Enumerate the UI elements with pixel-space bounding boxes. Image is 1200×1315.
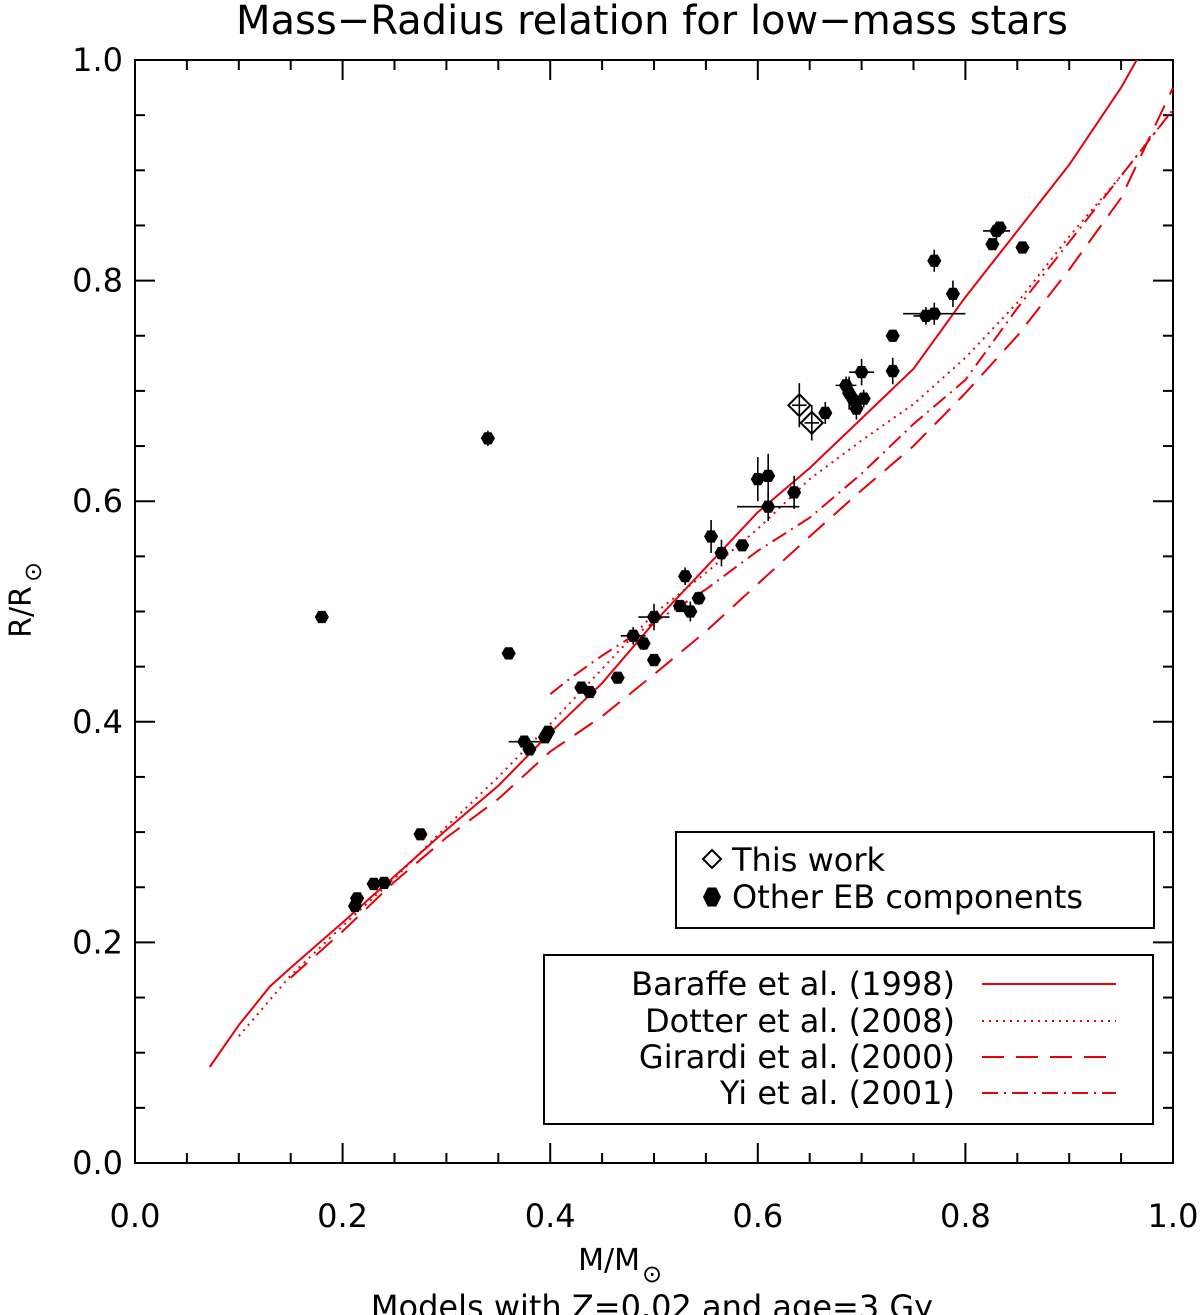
eb-component-point	[646, 610, 662, 624]
eb-component-point	[885, 329, 900, 342]
x-tick-label: 0.8	[940, 1197, 991, 1235]
error-bars	[487, 222, 1011, 743]
legend-this-work-label: This work	[731, 841, 885, 879]
eb-component-point	[945, 287, 960, 300]
eb-component-point	[985, 238, 1000, 251]
legend-hexagon-marker	[702, 887, 722, 907]
eb-component-point	[927, 254, 942, 267]
y-axis-label: R/R ⊙	[4, 562, 47, 638]
eb-component-point	[735, 539, 750, 552]
eb-component-point	[672, 599, 688, 613]
chart-title: Mass−Radius relation for low−mass stars	[236, 0, 1068, 44]
eb-component-point	[1015, 241, 1030, 254]
points-legend-box	[675, 831, 1155, 929]
eb-component-point	[678, 570, 693, 583]
eb-component-point	[501, 647, 516, 660]
eb-component-point	[787, 486, 802, 499]
eb-component-point	[610, 671, 625, 684]
eb-component-point	[992, 221, 1007, 234]
y-tick-label: 0.0	[72, 1144, 123, 1182]
eb-component-point	[885, 364, 900, 378]
legend-baraffe-label: Baraffe et al. (1998)	[631, 965, 955, 1003]
eb-component-point	[856, 392, 871, 405]
eb-component-point	[348, 899, 363, 913]
x-tick-label: 0.2	[317, 1197, 368, 1235]
x-tick-label: 1.0	[1148, 1197, 1199, 1235]
legend-other-eb-label: Other EB components	[732, 878, 1083, 916]
eb-component-point	[413, 828, 428, 841]
eb-component-point	[626, 629, 641, 642]
eb-component-point	[750, 473, 765, 486]
chart-subtitle: Models with Z=0.02 and age=3 Gy	[371, 1288, 933, 1315]
y-axis: 0.0 0.2 0.4 0.6 0.8 1.0	[72, 41, 1173, 1182]
legend-diamond-marker	[701, 848, 723, 870]
this-work-point	[786, 392, 812, 418]
eb-component-point	[636, 637, 651, 650]
y-tick-label: 0.4	[72, 703, 123, 741]
legend-girardi-label: Girardi et al. (2000)	[639, 1038, 955, 1076]
legend-yi-label: Yi et al. (2001)	[719, 1074, 955, 1112]
x-axis-label: M/M	[578, 1243, 640, 1278]
y-tick-label: 0.6	[72, 482, 123, 520]
y-axis-label-symbol: ⊙	[19, 562, 47, 582]
eb-component-point	[366, 877, 381, 891]
legend-dotter-label: Dotter et al. (2008)	[645, 1002, 955, 1040]
this-work-point	[799, 410, 825, 436]
y-tick-label: 0.8	[72, 262, 123, 300]
x-axis-label-symbol: ⊙	[642, 1260, 662, 1288]
eb-component-point	[377, 876, 392, 889]
model-curve-dotted	[238, 108, 1174, 1037]
x-axis: 0.0 0.2 0.4 0.6 0.8 1.0	[110, 60, 1199, 1235]
eb-component-point	[691, 592, 706, 605]
eb-component-point	[704, 530, 719, 543]
x-tick-label: 0.0	[110, 1197, 161, 1235]
eb-component-point	[714, 546, 729, 560]
x-tick-label: 0.6	[732, 1197, 783, 1235]
eb-component-point	[646, 653, 662, 667]
eb-component-point	[314, 610, 329, 624]
eb-component-point	[854, 366, 869, 379]
eb-component-point	[480, 432, 495, 445]
model-curve-dashdot	[549, 108, 1174, 695]
models-legend: Baraffe et al. (1998) Dotter et al. (200…	[543, 954, 1154, 1125]
data-points	[314, 221, 1030, 913]
y-tick-label: 1.0	[72, 41, 123, 79]
eb-component-point	[582, 685, 597, 699]
eb-component-point	[683, 605, 698, 618]
eb-component-point	[522, 743, 537, 756]
eb-component-point	[818, 406, 833, 420]
eb-component-point	[541, 725, 556, 738]
y-tick-label: 0.2	[72, 923, 123, 961]
eb-component-point	[761, 469, 776, 482]
x-tick-label: 0.4	[525, 1197, 576, 1235]
eb-component-point	[761, 500, 776, 513]
y-axis-label-text: R/R	[4, 586, 39, 638]
eb-component-point	[927, 307, 942, 320]
points-legend: This work Other EB components	[675, 831, 1155, 929]
